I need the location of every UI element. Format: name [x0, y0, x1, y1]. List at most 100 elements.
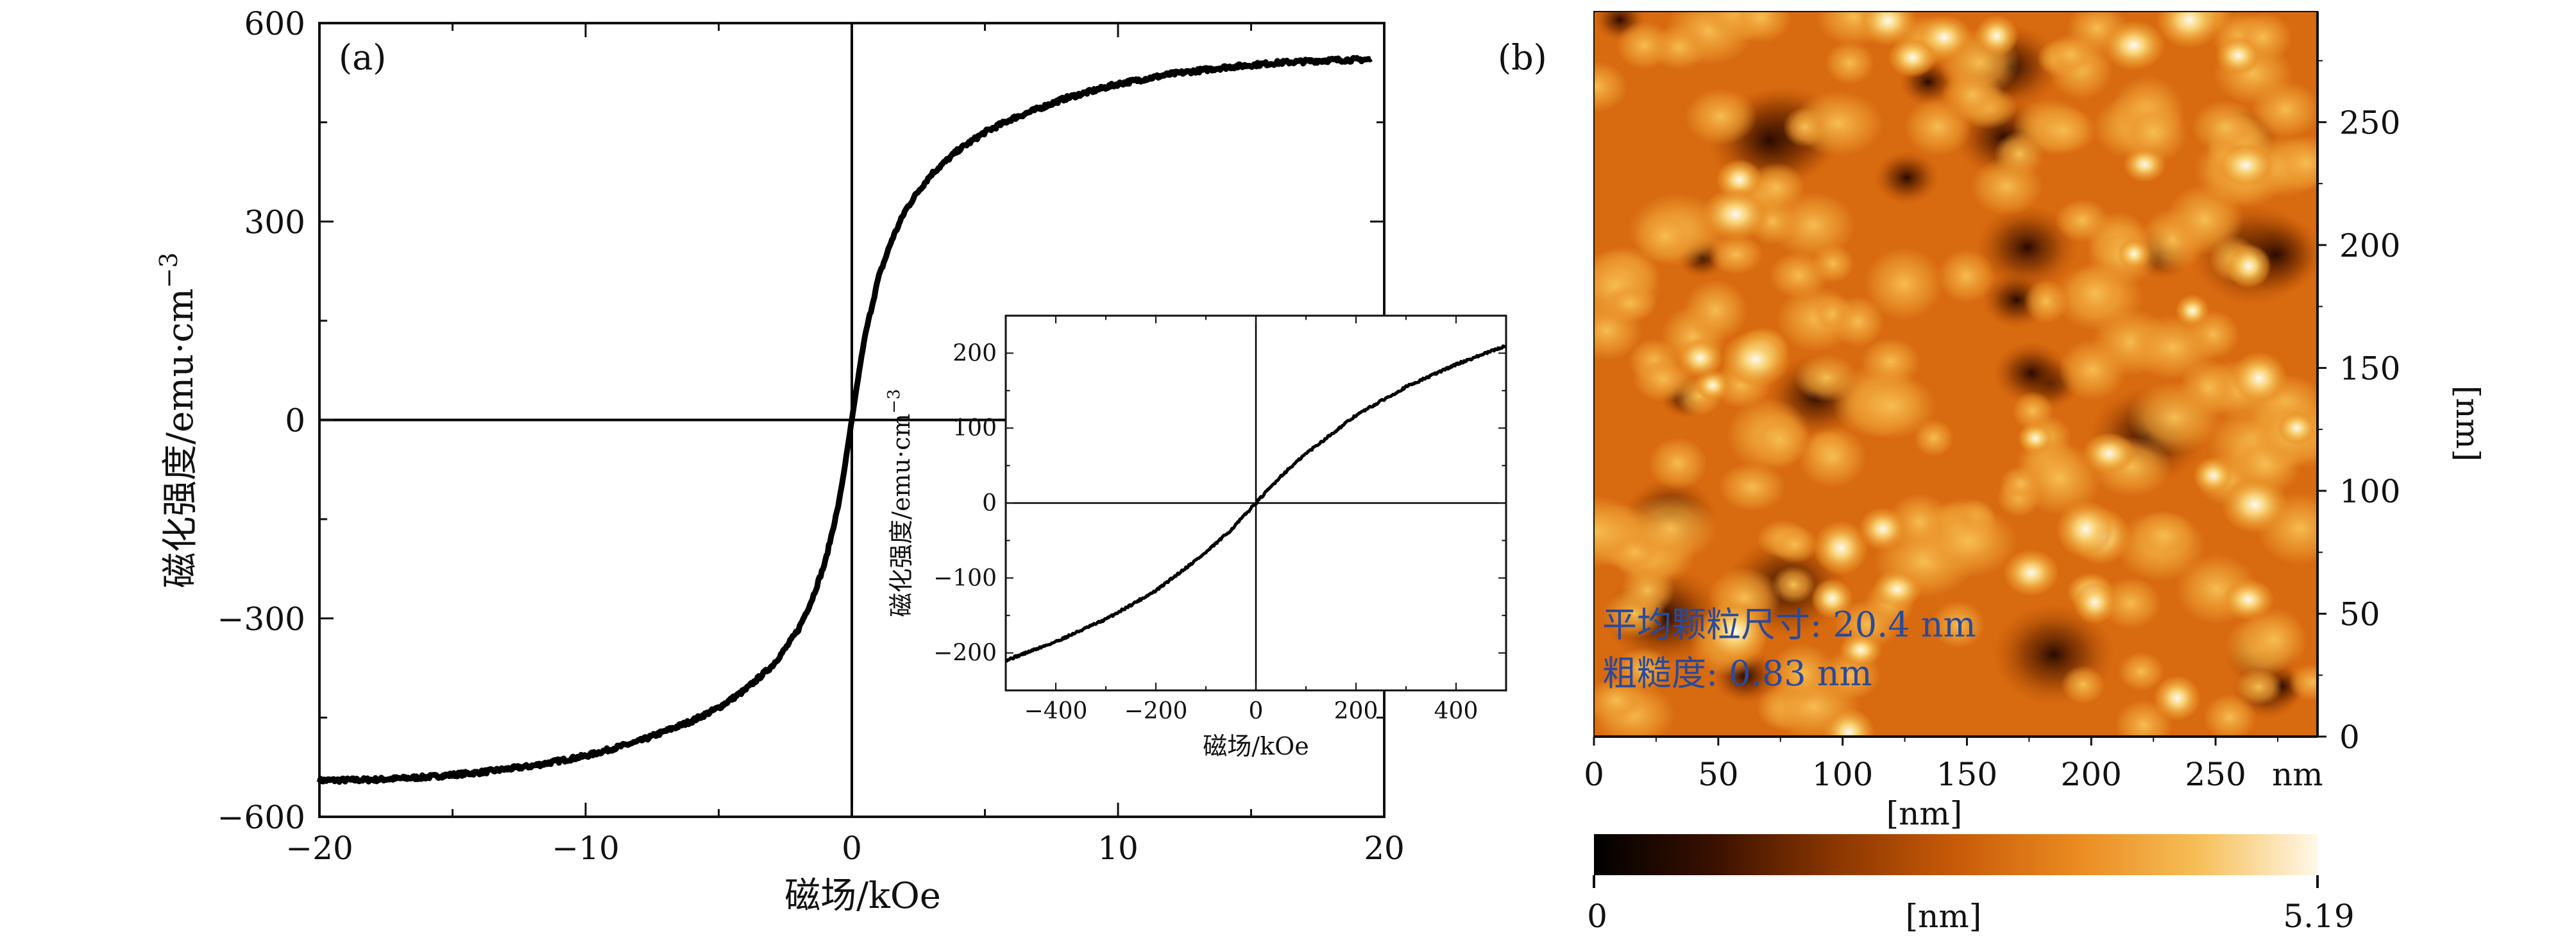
afm-x-tick-label: 250	[2185, 756, 2246, 793]
afm-grain	[1994, 131, 2045, 177]
afm-y-tick-label: 150	[2339, 350, 2400, 387]
afm-bright-grain	[1888, 37, 1937, 78]
afm-bright-grain	[2230, 352, 2288, 406]
afm-grain	[1811, 244, 1854, 284]
y-tick-label: −200	[933, 640, 997, 667]
afm-grain	[2029, 106, 2097, 155]
afm-bright-grain	[2175, 294, 2210, 327]
afm-grain	[1594, 61, 1628, 112]
afm-grain	[1770, 525, 1818, 564]
afm-grain	[2203, 693, 2257, 737]
afm-grain	[1864, 247, 1944, 321]
afm-grain	[1937, 249, 1996, 303]
afm-grain	[1797, 425, 1867, 488]
afm-bright-grain	[2102, 20, 2165, 71]
inset-y-axis-label: 磁化强度/emu·cm	[887, 414, 915, 617]
afm-grain	[2235, 669, 2283, 705]
x-tick-label: 200	[1334, 698, 1378, 724]
main-x-axis-label: 磁场/kOe	[784, 875, 941, 917]
afm-y-axis-label-group: [nm]	[2449, 386, 2486, 462]
main-y-axis-label-group: 磁化强度/emu·cm−3	[155, 252, 201, 588]
afm-grain	[2061, 665, 2105, 705]
afm-grain	[1931, 600, 1985, 649]
y-tick-label: 200	[953, 340, 997, 366]
afm-grain	[2132, 511, 2196, 561]
afm-grain	[1831, 296, 1885, 348]
afm-grain	[2165, 184, 2244, 255]
afm-bright-grain	[2003, 549, 2060, 597]
x-tick-label: −10	[552, 830, 620, 867]
afm-bright-grain	[1858, 12, 1917, 46]
afm-height-map	[1594, 12, 2318, 737]
afm-bright-grain	[2153, 675, 2201, 721]
afm-bright-grain	[1822, 708, 1876, 737]
afm-bright-grain	[2017, 422, 2053, 454]
afm-grain	[1999, 465, 2042, 502]
svg-text:磁化强度/emu·cm−3: 磁化强度/emu·cm−3	[885, 389, 915, 617]
afm-pit	[1994, 341, 2069, 405]
afm-grain	[1635, 209, 1696, 263]
main-hysteresis-curve	[316, 55, 1373, 785]
x-tick-label: 0	[1249, 698, 1264, 724]
afm-x-tick-label: 50	[1698, 756, 1739, 793]
panel-b-afm-image: (b) 0 0 50 50 100 100 150 150 200 200 250 250 nm [n…	[1498, 11, 2486, 935]
afm-y-tick-label: 100	[2339, 473, 2400, 510]
afm-grain	[1860, 338, 1921, 386]
afm-bright-grain	[2276, 410, 2318, 446]
afm-grain	[1794, 354, 1859, 402]
inset-curve	[1004, 344, 1507, 663]
afm-grain	[2118, 651, 2165, 692]
afm-grain	[1683, 279, 1749, 342]
afm-bright-grain	[2226, 244, 2272, 289]
afm-grain	[2046, 33, 2096, 76]
y-tick-label: 600	[244, 5, 305, 42]
y-tick-label: −300	[217, 601, 305, 638]
afm-bright-grain	[1839, 633, 1883, 667]
afm-grain	[2191, 100, 2260, 154]
afm-grain-texture	[1594, 12, 2318, 737]
afm-grain	[1684, 88, 1758, 145]
afm-grain	[1845, 372, 1937, 440]
x-tick-label: 20	[1364, 830, 1405, 867]
y-tick-label: −600	[217, 799, 305, 836]
afm-pit	[1976, 205, 2078, 290]
afm-grain	[1623, 494, 1718, 563]
afm-bright-grain	[2221, 476, 2289, 533]
afm-grain	[1825, 41, 1875, 85]
colorbar-unit-label: [nm]	[1906, 898, 1982, 935]
afm-x-axis-label: [nm]	[1886, 795, 1963, 832]
y-tick-label: 300	[244, 203, 305, 241]
afm-bright-grain	[1811, 578, 1853, 619]
afm-bright-grain	[2222, 578, 2275, 620]
afm-y-tick-label: 50	[2339, 595, 2380, 633]
afm-bright-grain	[1858, 507, 1908, 551]
colorbar-max-label: 5.19	[2283, 898, 2354, 935]
afm-x-tick-label: 200	[2061, 756, 2122, 793]
afm-grain	[2272, 134, 2318, 191]
afm-x-tick-label: 100	[1812, 756, 1873, 793]
colorbar-min-label: 0	[1587, 898, 1607, 935]
afm-annotation-roughness: 粗糙度: 0.83 nm	[1602, 653, 1872, 694]
afm-annotation-grain-size: 平均颗粒尺寸: 20.4 nm	[1602, 604, 1976, 645]
afm-grain	[2241, 607, 2308, 672]
afm-grain	[1632, 356, 1695, 402]
x-tick-label: −400	[1024, 698, 1088, 724]
afm-grain	[1729, 12, 1792, 44]
afm-grain	[1614, 647, 1672, 691]
afm-grain	[2128, 314, 2217, 380]
main-y-axis-label: 磁化强度/emu·cm	[160, 288, 201, 588]
afm-grain	[2250, 80, 2318, 139]
afm-pit	[1874, 151, 1939, 205]
afm-x-tick-label: 0	[1584, 756, 1604, 793]
afm-y-tick-label: 250	[2339, 104, 2400, 141]
y-tick-label: 0	[285, 402, 305, 440]
afm-bright-grain	[2123, 146, 2166, 182]
afm-bright-grain	[2072, 580, 2117, 624]
afm-bright-grain	[2193, 457, 2234, 495]
afm-bright-grain	[2082, 432, 2136, 475]
afm-bright-grain	[1721, 330, 1790, 388]
afm-grain	[1771, 566, 1816, 604]
inset-chart: −400 −200 0 200 400 −200 −100 0 100 200 磁场/kOe 磁化…	[885, 314, 1507, 760]
